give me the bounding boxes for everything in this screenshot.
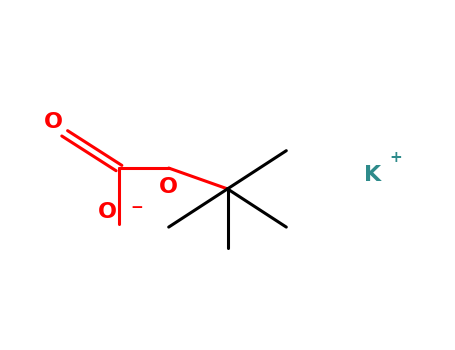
Text: K: K — [364, 165, 381, 185]
Text: −: − — [130, 200, 143, 215]
Text: O: O — [44, 112, 63, 132]
Text: +: + — [389, 150, 402, 165]
Text: O: O — [98, 202, 116, 222]
Text: O: O — [159, 177, 178, 197]
